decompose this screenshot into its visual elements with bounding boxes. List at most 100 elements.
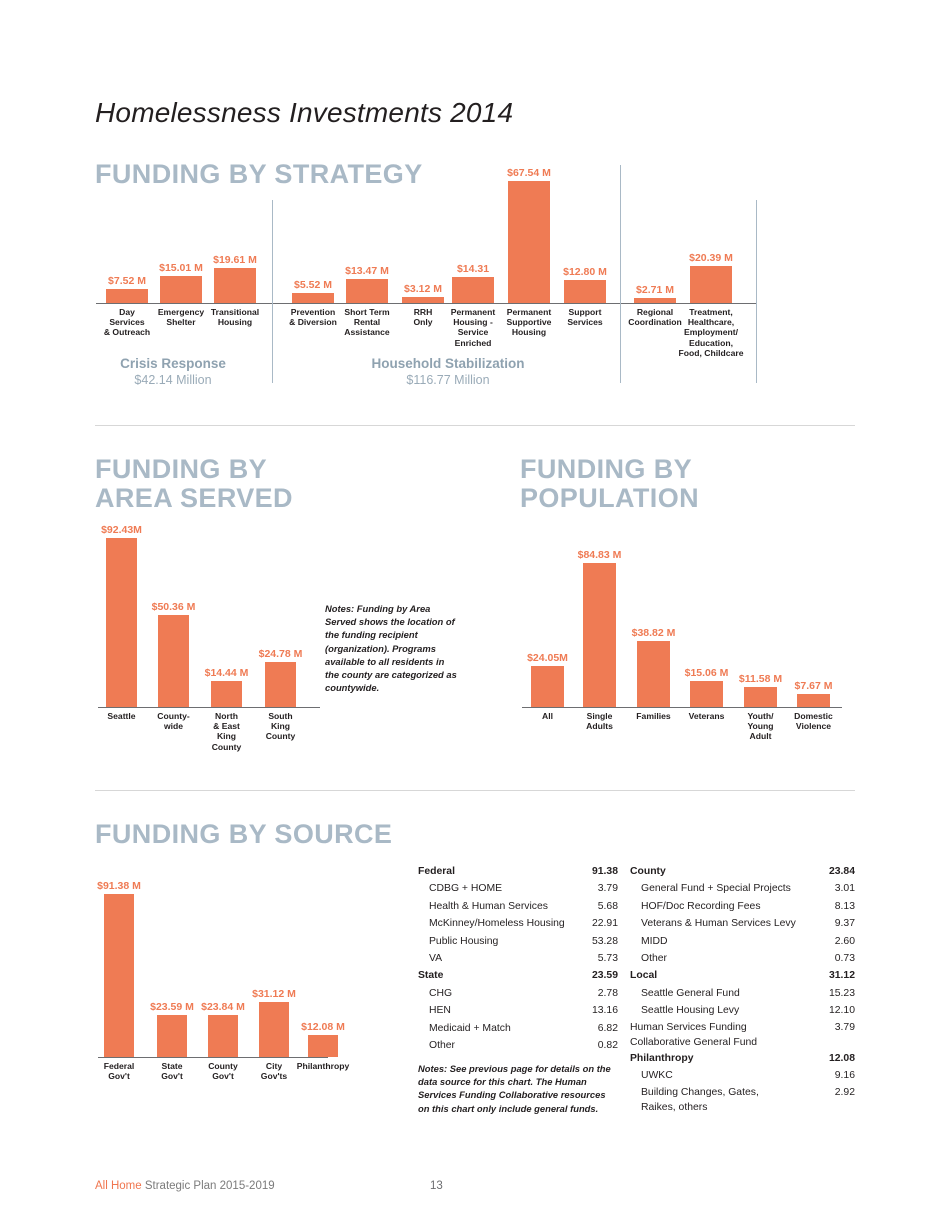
bar-category-label: Day Services & Outreach: [103, 307, 151, 338]
bar-value-label: $3.12 M: [404, 283, 442, 296]
chart-funding-by-area-served: $92.43M Seattle $50.36 M County- wide $14.44…: [98, 523, 320, 752]
bar-category-label: Philanthropy: [296, 1061, 350, 1071]
bar: [308, 1035, 338, 1057]
table-row-label: Health & Human Services: [429, 900, 548, 912]
bar-value-label: $15.01 M: [159, 261, 203, 274]
table-row-value: 0.73: [834, 953, 855, 965]
table-row-label: UWKC: [641, 1070, 673, 1082]
bar-category-label: Families: [636, 711, 671, 721]
bar: [346, 278, 388, 303]
page-title: Homelessness Investments 2014: [95, 97, 514, 128]
bar-value-label: $92.43M: [101, 523, 142, 536]
table-row-label: Federal: [418, 866, 455, 877]
bar-value-label: $7.52 M: [108, 275, 146, 288]
table-row-value: 12.08: [828, 1053, 855, 1065]
bar-value-label: $23.59 M: [150, 1001, 194, 1013]
table-row-label: Seattle General Fund: [641, 987, 740, 999]
section-heading-source: FUNDING BY SOURCE: [95, 819, 393, 849]
chart-group-divider: [620, 165, 622, 383]
bar: [402, 297, 444, 303]
table-row-label: County: [630, 866, 666, 877]
chart-baseline: [96, 303, 756, 305]
table-row: HEN 13.16: [418, 1002, 618, 1019]
bar-category-label: Seattle: [107, 711, 136, 721]
table-row-value: 23.84: [828, 866, 855, 877]
bar-value-label: $19.61 M: [213, 253, 257, 266]
table-row: CDBG + HOME 3.79: [418, 880, 618, 897]
bar-category-label: Short Term Rental Assistance: [344, 307, 390, 338]
table-row-value: 12.10: [828, 1005, 855, 1017]
chart-funding-by-source: $91.38 M Federal Gov't $23.59 M State Gov't…: [97, 880, 350, 1082]
group-total: $116.77 Million: [406, 373, 490, 387]
bar: [744, 687, 777, 707]
bar-category-label: County- wide: [157, 711, 190, 732]
bar-value-label: $12.80 M: [563, 265, 607, 278]
heading-line-2: AREA SERVED: [95, 483, 293, 513]
section-heading-population: FUNDING BY POPULATION: [520, 455, 699, 513]
bar-category-label: South King County: [265, 711, 296, 742]
bar-value-label: $14.44 M: [204, 666, 249, 679]
bar-category-label: State Gov't: [161, 1061, 183, 1082]
bar-category-label: County Gov't: [208, 1061, 238, 1082]
table-row: Health & Human Services 5.68: [418, 898, 618, 915]
table-row-label: Veterans & Human Services Levy: [641, 918, 796, 930]
bar-category-label: Treatment, Healthcare, Employment/ Educa…: [678, 307, 744, 358]
bar-value-label: $31.12 M: [252, 987, 296, 1000]
table-row: Other 0.82: [418, 1037, 618, 1054]
table-row: HOF/Doc Recording Fees 8.13: [630, 898, 855, 915]
table-row-label: CHG: [429, 987, 453, 999]
source-table-right: County 23.84 General Fund + Special Projec…: [630, 863, 855, 1115]
table-row-label: MIDD: [641, 935, 668, 947]
table-row-label: Public Housing: [429, 935, 499, 947]
bar-value-label: $12.08 M: [301, 1021, 345, 1034]
chart-funding-by-population: $24.05M All $84.83 M Single Adults $38.82 M F…: [522, 549, 842, 741]
table-row: Public Housing 53.28: [418, 933, 618, 950]
table-row-label: General Fund + Special Projects: [641, 883, 791, 895]
bar-category-label: North & East King County: [211, 711, 242, 752]
bar-value-label: $13.47 M: [345, 264, 389, 277]
table-row: Federal 91.38: [418, 863, 618, 880]
bar-category-label: Emergency Shelter: [157, 307, 205, 328]
heading-line-1: FUNDING BY: [520, 454, 692, 484]
note-area-served: Notes: Funding by Area Served shows the …: [325, 603, 457, 694]
table-row: Seattle General Fund 15.23: [630, 985, 855, 1002]
table-row-label: State: [418, 970, 444, 982]
table-row: State 23.59: [418, 967, 618, 984]
table-row-label: HEN: [429, 1005, 451, 1017]
section-heading-area: FUNDING BY AREA SERVED: [95, 455, 293, 513]
bar-category-label: Federal Gov't: [103, 1061, 135, 1082]
table-row-label: Medicaid + Match: [429, 1022, 511, 1034]
table-row: Other 0.73: [630, 950, 855, 967]
table-row-value: 91.38: [591, 866, 618, 877]
bar: [797, 693, 830, 707]
strategy-group-household: Household Stabilization $116.77 Million: [318, 355, 578, 388]
bar: [531, 666, 564, 707]
table-row-label: McKinney/Homeless Housing: [429, 918, 565, 930]
bar: [208, 1014, 238, 1057]
bar-category-label: Permanent Housing - Service Enriched: [450, 307, 496, 348]
table-row-label: HOF/Doc Recording Fees: [641, 900, 761, 912]
chart-baseline: [522, 707, 842, 709]
table-row: Philanthropy 12.08: [630, 1050, 855, 1067]
table-row-label: VA: [429, 953, 443, 965]
table-row-value: 3.79: [834, 1021, 855, 1033]
bar: [564, 279, 606, 303]
group-label: Household Stabilization: [371, 356, 525, 371]
bar: [637, 641, 670, 707]
bar: [634, 298, 676, 303]
table-row: Seattle Housing Levy 12.10: [630, 1002, 855, 1019]
bar-category-label: Veterans: [688, 711, 725, 721]
table-row: CHG 2.78: [418, 985, 618, 1002]
bar: [292, 293, 334, 303]
table-row-value: 13.16: [591, 1005, 618, 1017]
bar: [508, 180, 550, 303]
footer-text: Strategic Plan 2015-2019: [141, 1180, 275, 1192]
bar-value-label: $15.06 M: [684, 667, 729, 680]
table-row: MIDD 2.60: [630, 933, 855, 950]
bar: [160, 275, 202, 303]
table-row-value: 3.01: [834, 883, 855, 895]
table-row-value: 2.92: [834, 1086, 855, 1098]
bar-category-label: RRH Only: [413, 307, 433, 328]
table-row: Medicaid + Match 6.82: [418, 1020, 618, 1037]
